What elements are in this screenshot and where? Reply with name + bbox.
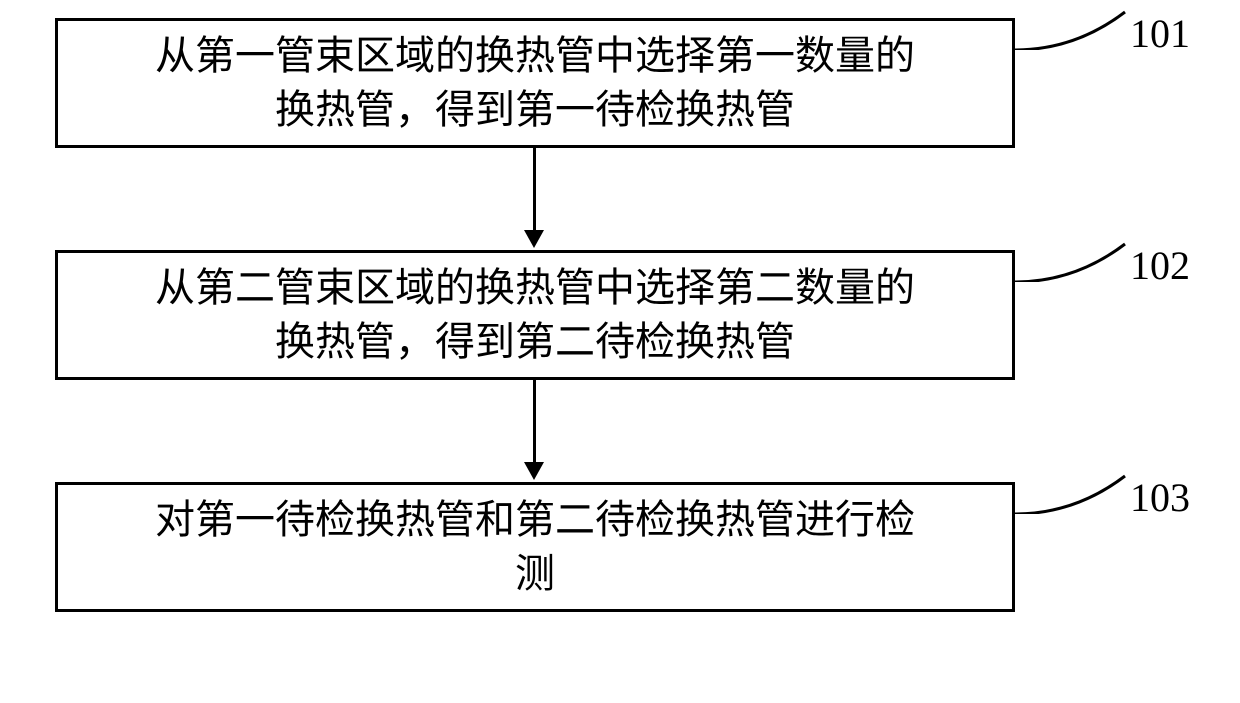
flow-step-102: 从第二管束区域的换热管中选择第二数量的 换热管，得到第二待检换热管	[55, 250, 1015, 380]
arrow-101-102-head	[524, 230, 544, 248]
arrow-101-102-line	[533, 148, 536, 230]
step-label-101: 101	[1130, 10, 1190, 57]
step-label-103: 103	[1130, 474, 1190, 521]
flow-step-103: 对第一待检换热管和第二待检换热管进行检 测	[55, 482, 1015, 612]
leader-line-102	[1015, 242, 1135, 282]
flow-step-101-text: 从第一管束区域的换热管中选择第一数量的 换热管，得到第一待检换热管	[155, 29, 915, 137]
flow-step-103-text: 对第一待检换热管和第二待检换热管进行检 测	[155, 493, 915, 601]
arrow-102-103-head	[524, 462, 544, 480]
flow-step-102-text: 从第二管束区域的换热管中选择第二数量的 换热管，得到第二待检换热管	[155, 261, 915, 369]
leader-line-103	[1015, 474, 1135, 514]
step-label-102: 102	[1130, 242, 1190, 289]
flow-step-101: 从第一管束区域的换热管中选择第一数量的 换热管，得到第一待检换热管	[55, 18, 1015, 148]
arrow-102-103-line	[533, 380, 536, 462]
leader-line-101	[1015, 10, 1135, 50]
